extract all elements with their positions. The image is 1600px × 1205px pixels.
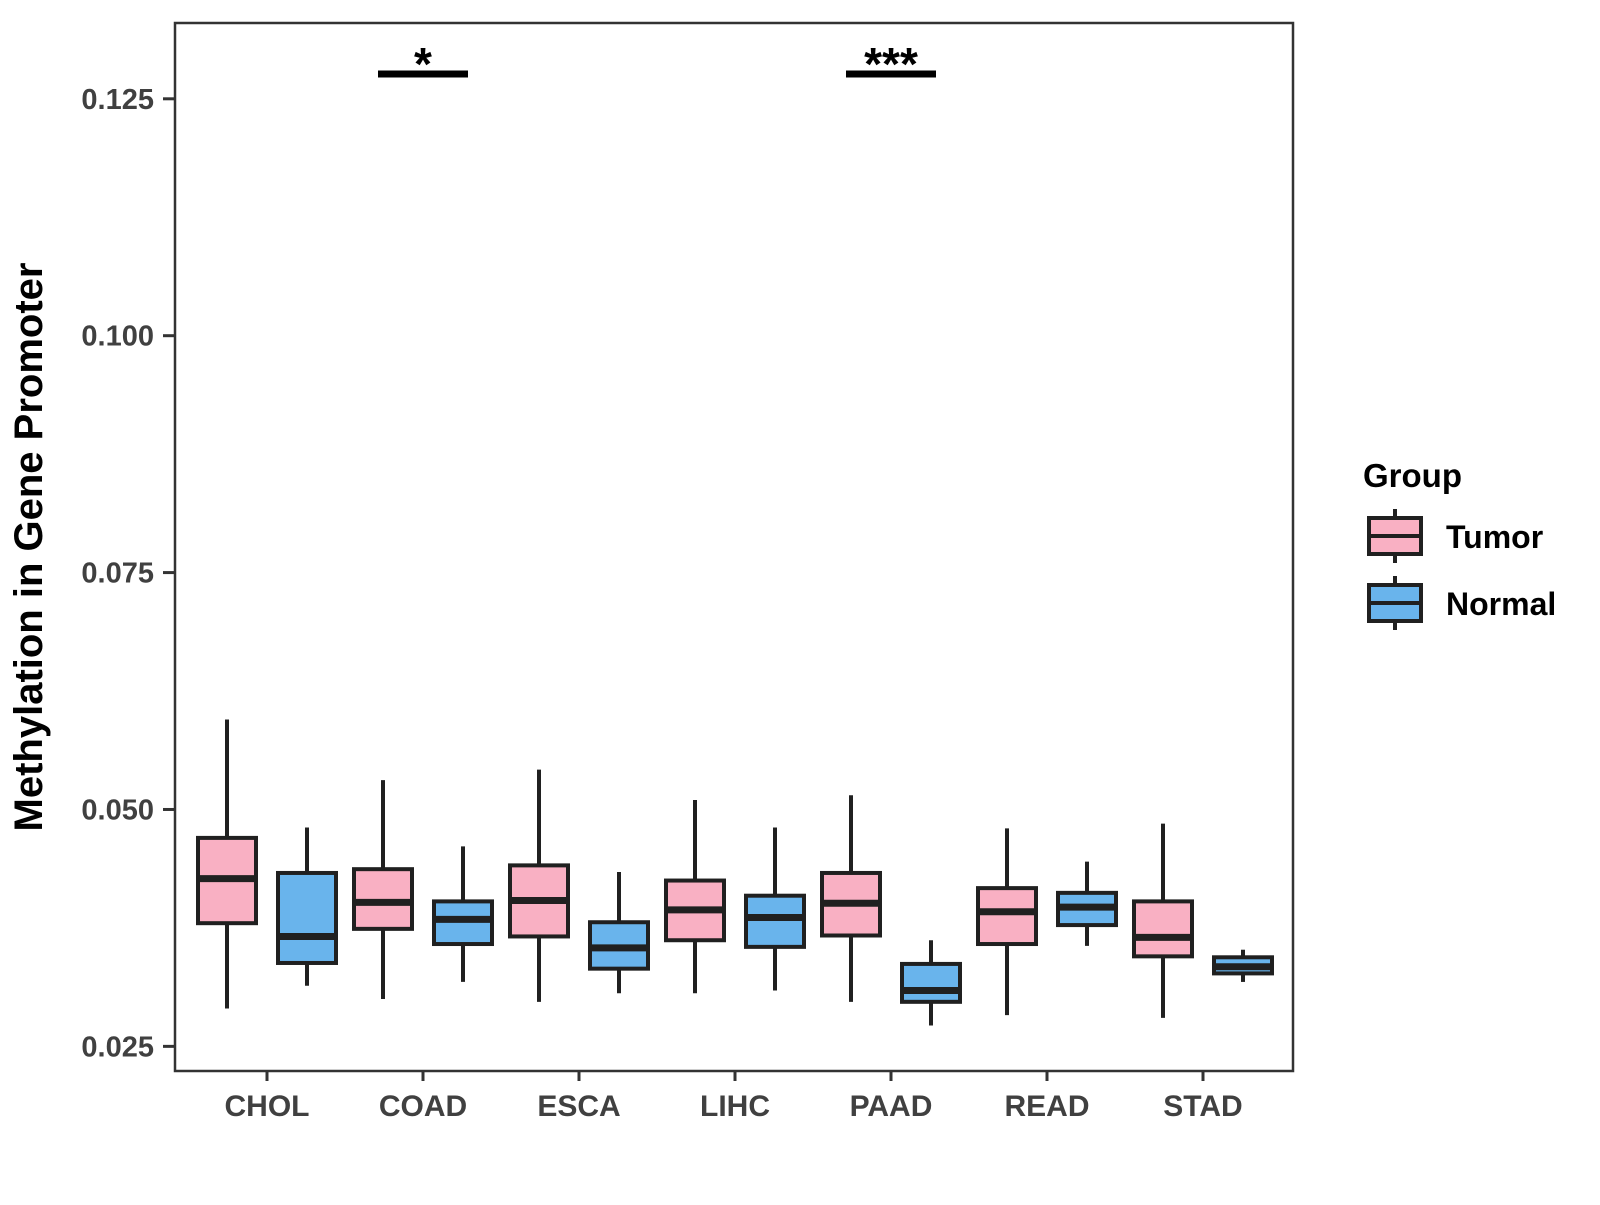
legend: Group Tumor Normal [1363,457,1556,630]
x-tick-label-lihc: LIHC [700,1090,770,1123]
y-tick-label: 0.100 [81,321,154,353]
significance-label-coad: * [414,38,432,90]
legend-title: Group [1363,457,1462,494]
box-tumor-stad [1132,899,1194,959]
box-normal-paad [900,961,962,1004]
legend-item-normal: Normal [1367,576,1556,630]
significance-label-paad: *** [864,38,918,90]
y-tick-label: 0.050 [81,794,154,826]
y-axis-title: Methylation in Gene Promoter [7,263,51,832]
x-tick-label-chol: CHOL [225,1090,310,1123]
x-tick-label-stad: STAD [1163,1090,1242,1123]
box-normal-lihc [744,893,806,949]
x-axis: CHOL COAD ESCA LIHC PAAD READ STAD [225,1071,1243,1123]
y-axis: 0.025 0.050 0.075 0.100 0.125 [81,84,175,1063]
x-tick-label-esca: ESCA [537,1090,620,1123]
y-tick-label: 0.125 [81,84,154,116]
boxplot-series [196,719,1274,1026]
y-tick-label: 0.025 [81,1031,154,1063]
x-tick-label-paad: PAAD [850,1090,933,1123]
box-tumor-read [976,886,1038,947]
x-tick-label-read: READ [1004,1090,1089,1123]
legend-item-label: Tumor [1446,519,1543,555]
legend-item-label: Normal [1446,586,1556,622]
y-tick-label: 0.075 [81,558,154,590]
plot-panel-border [173,21,1295,1073]
legend-item-tumor: Tumor [1367,509,1543,563]
x-tick-label-coad: COAD [379,1090,467,1123]
significance-annotations: * *** [378,38,936,90]
box-normal-chol [276,870,338,965]
